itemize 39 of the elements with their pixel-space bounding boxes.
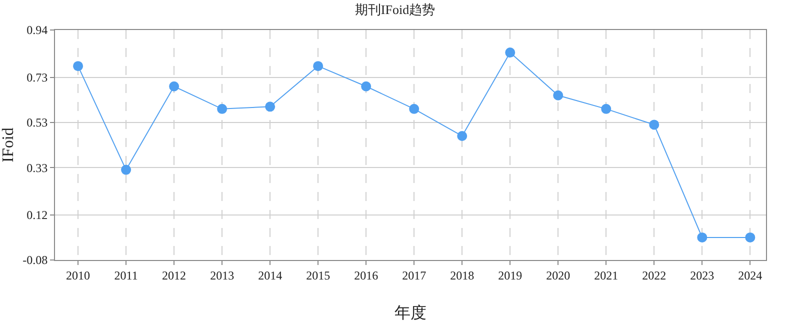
point bbox=[745, 232, 756, 242]
y-tick-label: 0.53 bbox=[26, 116, 48, 130]
point bbox=[601, 104, 612, 114]
point bbox=[265, 102, 276, 112]
point bbox=[457, 130, 468, 141]
point bbox=[361, 81, 372, 92]
x-tick-label: 2012 bbox=[162, 268, 186, 282]
y-tick-label: 0.12 bbox=[26, 208, 48, 222]
point bbox=[217, 104, 228, 114]
x-tick-label: 2022 bbox=[642, 268, 666, 282]
x-tick-label: 2015 bbox=[306, 268, 330, 282]
x-tick-label: 2024 bbox=[738, 268, 762, 282]
y-tick-label: -0.08 bbox=[22, 253, 48, 268]
x-tick-label: 2020 bbox=[546, 268, 570, 282]
point bbox=[649, 120, 660, 130]
point bbox=[409, 104, 420, 114]
point bbox=[505, 48, 516, 58]
y-tick-label: 0.73 bbox=[26, 70, 48, 85]
x-tick-label: 2021 bbox=[594, 268, 618, 282]
point bbox=[73, 61, 84, 72]
x-tick-label: 2010 bbox=[66, 268, 90, 282]
x-tick-label: 2018 bbox=[450, 268, 474, 282]
point bbox=[169, 81, 180, 92]
point bbox=[553, 90, 564, 100]
x-tick-label: 2013 bbox=[210, 268, 234, 282]
x-tick-label: 2019 bbox=[498, 268, 522, 282]
x-tick-label: 2011 bbox=[114, 268, 138, 282]
x-tick-label: 2017 bbox=[402, 268, 426, 282]
x-tick-label: 2014 bbox=[258, 268, 282, 282]
y-tick-label: 0.33 bbox=[26, 160, 48, 175]
x-tick-label: 2023 bbox=[690, 268, 714, 282]
point bbox=[697, 232, 708, 242]
x-tick-label: 2016 bbox=[354, 268, 378, 282]
y-axis-title: IFoid bbox=[0, 128, 17, 162]
chart-title: 期刊IFoid趋势 bbox=[354, 2, 436, 18]
y-tick-label: 0.94 bbox=[26, 23, 48, 38]
x-axis-title: 年度 bbox=[394, 304, 426, 322]
point bbox=[121, 164, 132, 175]
point bbox=[313, 61, 324, 72]
